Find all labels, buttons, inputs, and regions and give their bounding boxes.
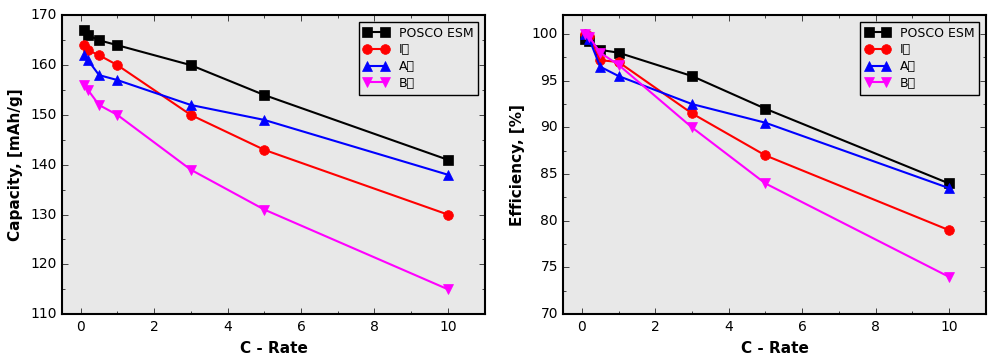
A사 [686, 102, 698, 106]
I사 [583, 34, 595, 38]
Line: A사: A사 [580, 29, 954, 193]
I사 [612, 60, 624, 64]
B사 [594, 51, 606, 55]
A사 [185, 103, 197, 107]
POSCO ESM [111, 43, 123, 47]
I사 [79, 43, 90, 47]
POSCO ESM [258, 93, 270, 97]
I사 [686, 111, 698, 116]
POSCO ESM [612, 51, 624, 55]
I사 [594, 58, 606, 62]
B사 [583, 35, 595, 39]
A사 [583, 36, 595, 41]
POSCO ESM [93, 38, 105, 43]
A사 [93, 73, 105, 77]
POSCO ESM [580, 36, 591, 41]
A사 [612, 74, 624, 78]
I사 [442, 212, 454, 217]
I사 [943, 228, 955, 232]
B사 [111, 113, 123, 117]
A사 [111, 78, 123, 82]
A사 [442, 173, 454, 177]
Line: I사: I사 [580, 29, 954, 235]
A사 [258, 118, 270, 122]
POSCO ESM [759, 107, 771, 111]
Y-axis label: Efficiency, [%]: Efficiency, [%] [510, 104, 525, 226]
Line: B사: B사 [80, 80, 452, 294]
I사 [185, 113, 197, 117]
B사 [185, 167, 197, 172]
A사 [79, 53, 90, 58]
X-axis label: C - Rate: C - Rate [741, 341, 808, 356]
POSCO ESM [442, 158, 454, 162]
POSCO ESM [583, 38, 595, 43]
A사 [943, 186, 955, 190]
I사 [93, 53, 105, 58]
A사 [580, 32, 591, 36]
B사 [83, 88, 94, 92]
B사 [943, 274, 955, 279]
Line: B사: B사 [580, 29, 954, 282]
I사 [258, 148, 270, 152]
POSCO ESM [185, 63, 197, 67]
A사 [594, 64, 606, 69]
POSCO ESM [79, 28, 90, 32]
I사 [111, 63, 123, 67]
B사 [442, 287, 454, 292]
Y-axis label: Capacity, [mAh/g]: Capacity, [mAh/g] [8, 88, 23, 241]
POSCO ESM [686, 74, 698, 78]
Legend: POSCO ESM, I사, A사, B사: POSCO ESM, I사, A사, B사 [359, 21, 478, 95]
Line: A사: A사 [80, 50, 452, 179]
Line: POSCO ESM: POSCO ESM [80, 25, 452, 165]
B사 [93, 103, 105, 107]
Legend: POSCO ESM, I사, A사, B사: POSCO ESM, I사, A사, B사 [860, 21, 979, 95]
X-axis label: C - Rate: C - Rate [240, 341, 307, 356]
POSCO ESM [594, 48, 606, 52]
A사 [83, 58, 94, 62]
B사 [258, 207, 270, 212]
I사 [83, 48, 94, 52]
B사 [686, 125, 698, 130]
B사 [79, 83, 90, 87]
B사 [759, 181, 771, 186]
I사 [580, 32, 591, 36]
Line: I사: I사 [80, 40, 452, 219]
A사 [759, 120, 771, 125]
B사 [580, 32, 591, 36]
POSCO ESM [943, 181, 955, 186]
Line: POSCO ESM: POSCO ESM [580, 34, 954, 188]
B사 [612, 63, 624, 67]
POSCO ESM [83, 33, 94, 37]
I사 [759, 153, 771, 158]
